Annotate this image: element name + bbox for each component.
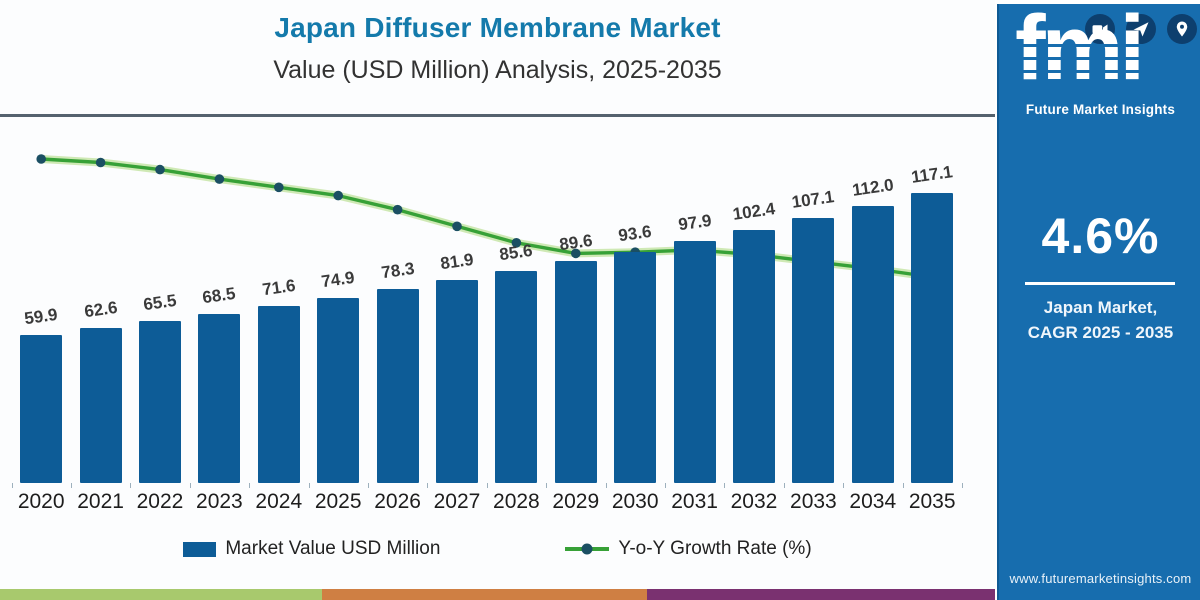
x-axis-label-2025: 2025 [314,490,362,513]
bar-2034 [851,206,894,483]
axis-tick [843,483,845,488]
stat-caption: Japan Market, CAGR 2025 - 2035 [999,296,1200,345]
fmi-logo-text: fmi [1015,4,1145,99]
title-divider [0,114,995,117]
axis-tick [546,483,548,488]
stat-divider [1025,282,1175,285]
x-axis-label-2024: 2024 [255,490,303,513]
x-axis-label-2032: 2032 [730,490,778,513]
camera-icon [1085,14,1115,44]
bar-2026 [376,289,419,483]
bar-2023 [198,313,241,483]
cagr-value: 4.6% [1041,208,1160,264]
axis-tick [902,483,904,488]
chart-panel: Japan Diffuser Membrane Market Value (US… [0,12,995,600]
bar-2029 [554,261,597,483]
axis-tick [664,483,666,488]
fmi-logo-subtext: Future Market Insights [1025,102,1176,117]
chart-title: Japan Diffuser Membrane Market [274,12,721,43]
stripe-green-segment [0,589,322,600]
footer-stripe [0,589,995,600]
line-marker-icon [581,543,593,555]
logo-stripe-line [1013,44,1185,47]
bar-2020 [20,334,63,483]
bar-2024 [257,305,300,483]
stripe-orange-segment [322,589,647,600]
axis-tick [189,483,191,488]
bar-2030 [614,251,657,483]
x-axis-label-2033: 2033 [790,490,837,513]
axis-tick [427,483,429,488]
axis-tick [308,483,310,488]
website-url: www.futuremarketinsights.com [1009,571,1192,586]
x-axis: 2020 2021 2022 2023 2024 2025 2026 2027 2028 2029… [0,490,995,522]
x-axis-label-2026: 2026 [374,490,421,513]
line-swatch-icon [565,543,610,555]
chart-legend: Market Value USD Million Y-o-Y Growth Ra… [0,538,995,560]
x-axis-label-2031: 2031 [671,490,718,513]
axis-tick [70,483,72,488]
bar-2027 [436,280,478,483]
axis-tick [130,483,132,488]
bar-2021 [79,328,122,483]
bar-2035 [911,193,954,483]
fmi-sidebar: fmi Future Market Insights 4.6% Japan Ma… [997,4,1200,600]
legend-label-market-value: Market Value USD Million [225,538,441,559]
x-axis-label-2034: 2034 [849,490,897,513]
logo-stripe-line [1013,57,1185,60]
bar-2031 [673,240,716,483]
logo-icon-row [1085,14,1200,44]
axis-tick [486,483,488,488]
x-axis-label-2022: 2022 [136,490,184,513]
location-pin-icon [1167,14,1197,44]
stat-caption-line1: Japan Market, [1043,298,1158,317]
logo-stripe-line [1013,83,1185,86]
logo-stripe-line [1013,70,1185,73]
x-axis-label-2035: 2035 [908,490,956,513]
bar-2032 [733,229,775,483]
legend-label-growth-rate: Y-o-Y Growth Rate (%) [618,538,812,559]
plane-icon [1126,14,1156,44]
legend-item-growth-rate: Y-o-Y Growth Rate (%) [565,538,812,560]
fmi-logo: fmi Future Market Insights [999,4,1200,130]
x-axis-label-2020: 2020 [17,490,65,513]
axis-tick [367,483,369,488]
plot-area: 59.9 62.6 65.5 68.5 71.6 74.9 78.3 81.9 85.6 89.6… [0,117,995,488]
axis-tick [724,483,726,488]
bar-2033 [792,218,835,483]
axis-tick [783,483,785,488]
bar-2025 [317,297,360,483]
stripe-purple-segment [647,589,995,600]
x-axis-label-2021: 2021 [77,490,124,513]
axis-tick [961,483,963,488]
chart-subtitle: Value (USD Million) Analysis, 2025-2035 [273,56,722,84]
axis-tick [249,483,251,488]
bar-2028 [495,271,538,483]
axis-tick [11,483,13,488]
axis-tick [605,483,607,488]
stat-caption-line2: CAGR 2025 - 2035 [1027,322,1174,342]
x-axis-label-2028: 2028 [493,490,540,513]
legend-item-market-value: Market Value USD Million [183,538,440,560]
x-axis-label-2029: 2029 [552,490,600,513]
x-axis-label-2027: 2027 [433,490,481,513]
x-axis-label-2023: 2023 [196,490,243,513]
x-axis-label-2030: 2030 [611,490,659,513]
bar-2022 [139,321,181,483]
bar-swatch-icon [183,541,217,557]
